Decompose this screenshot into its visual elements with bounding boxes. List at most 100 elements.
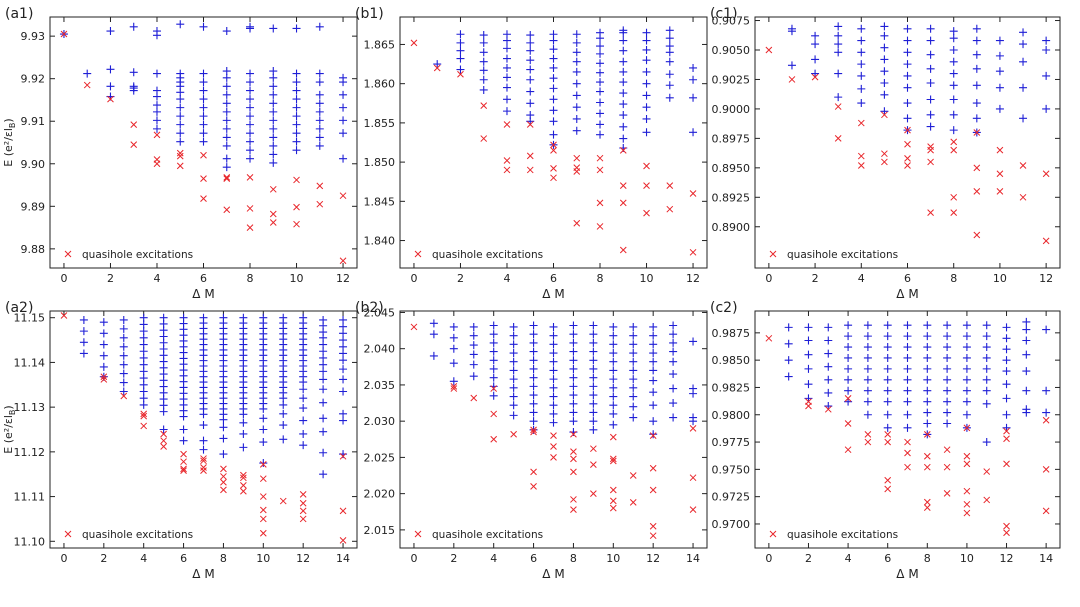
bulk-state-point [1022, 408, 1031, 417]
y-tick-label: 0.9750 [712, 463, 751, 476]
bulk-state-point [903, 83, 912, 92]
bulk-state-point [926, 36, 935, 45]
bulk-state-point [159, 407, 168, 416]
quasihole-point [923, 463, 931, 471]
bulk-state-point [811, 40, 820, 49]
quasihole-point [805, 402, 812, 410]
quasihole-point [973, 164, 981, 172]
bulk-state-point [176, 137, 185, 146]
bulk-state-point [119, 387, 128, 396]
bulk-state-point [529, 373, 538, 382]
bulk-state-point [199, 137, 208, 146]
y-tick-label: 9.93 [21, 30, 46, 43]
bulk-state-point [982, 332, 991, 341]
bulk-state-point [469, 372, 478, 381]
quasihole-point [160, 443, 167, 450]
bulk-state-point [949, 69, 958, 78]
bulk-state-point [339, 342, 348, 351]
bulk-state-point [903, 375, 912, 384]
bulk-state-point [1002, 410, 1011, 419]
bulk-state-point [926, 50, 935, 59]
bulk-state-point [863, 375, 872, 384]
bulk-state-point [569, 399, 578, 408]
bulk-state-point [246, 78, 255, 87]
plot-frame [754, 310, 1061, 549]
y-tick-label: 1.850 [364, 156, 396, 169]
y-tick-label: 1.860 [364, 78, 396, 91]
bulk-state-point [549, 357, 558, 366]
quasihole-point [881, 111, 888, 119]
bulk-state-point [880, 22, 889, 31]
bulk-state-point [649, 357, 658, 366]
bulk-state-point [824, 388, 833, 397]
bulk-state-point [642, 103, 651, 112]
quasihole-point [904, 438, 911, 446]
x-tick-label: 6 [904, 272, 911, 285]
bulk-state-point [589, 408, 598, 417]
bulk-state-point [549, 349, 558, 358]
bulk-state-point [429, 319, 438, 328]
panel-label: (c1) [710, 6, 738, 22]
bulk-state-point [222, 133, 231, 142]
bulk-state-point [949, 27, 958, 36]
bulk-state-point [689, 417, 698, 426]
bulk-state-point [619, 111, 628, 120]
bulk-state-point [526, 46, 535, 55]
bulk-state-point [629, 392, 638, 401]
bulk-state-point [609, 349, 618, 358]
bulk-state-point [629, 375, 638, 384]
bulk-state-point [549, 117, 558, 126]
quasihole-point [609, 504, 617, 512]
bulk-state-point [222, 90, 231, 99]
legend-marker [64, 530, 72, 538]
quasihole-point [200, 151, 207, 159]
bulk-state-point [589, 347, 598, 356]
bulk-state-point [669, 338, 678, 347]
bulk-state-point [589, 321, 598, 330]
quasihole-point [140, 422, 148, 430]
quasihole-point [410, 323, 418, 331]
bulk-state-point [629, 402, 638, 411]
quasihole-point [240, 474, 247, 482]
quasihole-point [550, 443, 557, 450]
bulk-state-point [596, 98, 605, 107]
bulk-state-point [319, 414, 328, 423]
bulk-state-point [629, 331, 638, 340]
bulk-state-point [926, 64, 935, 73]
x-tick-label: 14 [336, 552, 350, 565]
x-tick-label: 10 [993, 272, 1007, 285]
bulk-state-point [949, 95, 958, 104]
legend-marker [414, 250, 422, 258]
bulk-state-point [99, 318, 108, 327]
y-tick-label: 0.9075 [712, 15, 751, 28]
bulk-state-point [863, 353, 872, 362]
bulk-state-point [569, 382, 578, 391]
y-axis-label-text: E (e²/εlB) [2, 405, 17, 453]
bulk-state-point [995, 51, 1004, 60]
quasihole-point [884, 485, 892, 493]
quasihole-point [299, 490, 307, 498]
quasihole-point [259, 461, 267, 468]
quasihole-point [824, 405, 832, 413]
bulk-state-point [665, 81, 674, 90]
quasihole-point [596, 223, 604, 230]
bulk-state-point [689, 63, 698, 72]
quasihole-point [689, 248, 697, 256]
bulk-state-point [857, 84, 866, 93]
bulk-state-point [609, 383, 618, 392]
legend-label: quasihole excitations [82, 529, 193, 541]
bulk-state-point [152, 92, 161, 101]
bulk-state-point [509, 375, 518, 384]
bulk-state-point [449, 333, 458, 342]
bulk-state-point [139, 367, 148, 376]
bulk-state-point [339, 154, 348, 163]
x-tick-label: 4 [858, 272, 865, 285]
x-tick-label: 0 [60, 552, 67, 565]
x-tick-label: 6 [550, 272, 557, 285]
x-tick-label: 8 [570, 552, 577, 565]
quasihole-point [570, 430, 577, 438]
quasihole-point [950, 193, 958, 201]
bulk-state-point [106, 27, 115, 36]
bulk-state-point [962, 397, 971, 406]
